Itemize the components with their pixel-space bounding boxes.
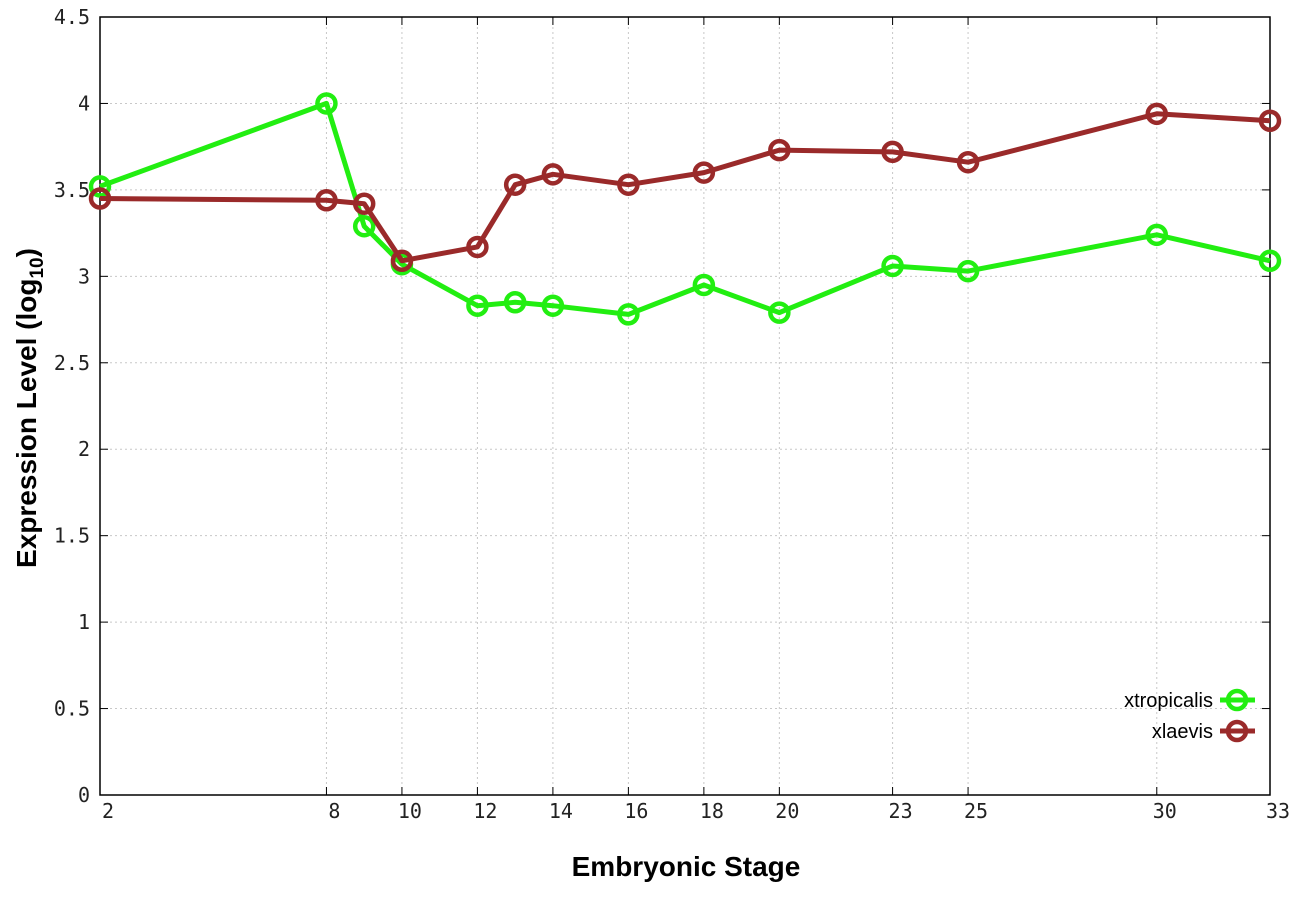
data-point-xlaevis — [88, 187, 112, 210]
legend-swatch-marker — [1225, 719, 1249, 743]
x-tick-label: 14 — [549, 799, 573, 823]
data-point-xlaevis — [390, 249, 414, 273]
data-point-xlaevis — [956, 150, 980, 174]
x-tick-label: 2 — [102, 799, 114, 823]
data-point-xlaevis — [466, 235, 489, 259]
data-point-xtropicalis — [88, 175, 112, 198]
legend-label: xtropicalis — [1124, 690, 1213, 712]
axis-ticks: 0 0.5 1 1.5 2 2.5 3 3.5 4 4.5 2 8 10 12 14 16 18 20 23 25 30… — [54, 5, 1290, 823]
x-tick-label: 25 — [964, 799, 988, 823]
y-tick-label: 2 — [78, 437, 90, 461]
data-point-xlaevis — [541, 163, 565, 186]
data-point-xtropicalis — [1145, 223, 1169, 247]
data-point-xtropicalis — [768, 301, 791, 324]
x-tick-label: 20 — [775, 799, 799, 823]
x-tick-label: 30 — [1153, 799, 1177, 823]
series-line-xlaevis — [99, 111, 1271, 264]
data-point-xlaevis — [1258, 109, 1282, 132]
data-point-xtropicalis — [881, 254, 904, 278]
y-tick-label: 2.5 — [54, 351, 90, 375]
data-point-xtropicalis — [956, 259, 980, 283]
series-line-xtropicalis — [99, 100, 1271, 317]
data-point-xlaevis — [352, 192, 376, 215]
x-tick-label: 18 — [700, 799, 724, 823]
x-tick-label: 8 — [328, 799, 340, 823]
data-point-xtropicalis — [541, 294, 565, 317]
legend-swatch-marker — [1225, 688, 1249, 712]
plot-frame — [99, 16, 1271, 796]
data-point-xtropicalis — [315, 92, 338, 115]
y-axis-title-main: Expression Level (log — [11, 279, 42, 568]
data-point-xtropicalis — [352, 214, 376, 238]
x-tick-label: 10 — [398, 799, 422, 823]
series-xtropicalis — [88, 92, 1282, 326]
y-tick-label: 4 — [78, 91, 90, 115]
y-tick-label: 0 — [78, 783, 90, 807]
x-tick-label: 33 — [1266, 799, 1290, 823]
x-axis-title: Embryonic Stage — [572, 851, 801, 882]
y-tick-label: 1 — [78, 610, 90, 634]
series-xlaevis — [88, 102, 1282, 273]
grid — [100, 17, 1270, 795]
data-point-xlaevis — [1145, 102, 1169, 126]
data-point-xtropicalis — [1258, 249, 1282, 273]
data-point-xlaevis — [617, 173, 640, 196]
y-tick-label: 0.5 — [54, 697, 90, 721]
y-axis-title-close: ) — [11, 248, 42, 257]
data-point-xtropicalis — [503, 291, 527, 314]
legend-label: xlaevis — [1152, 721, 1213, 743]
legend: xtropicalis xlaevis — [1124, 688, 1255, 743]
data-point-xtropicalis — [617, 303, 640, 326]
legend-item-xtropicalis: xtropicalis — [1124, 688, 1255, 712]
data-point-xlaevis — [881, 140, 904, 164]
y-axis-title-subscript: 10 — [27, 257, 48, 278]
data-point-xlaevis — [503, 173, 527, 196]
y-tick-label: 3.5 — [54, 178, 90, 202]
data-point-xtropicalis — [466, 294, 489, 317]
data-point-xtropicalis — [692, 273, 716, 297]
data-point-xlaevis — [768, 138, 791, 162]
x-tick-label: 12 — [473, 799, 497, 823]
y-tick-label: 1.5 — [54, 524, 90, 548]
y-tick-label: 3 — [78, 264, 90, 288]
y-axis-title: Expression Level (log10) — [11, 248, 48, 568]
y-tick-label: 4.5 — [54, 5, 90, 29]
data-point-xlaevis — [692, 161, 716, 184]
x-tick-label: 23 — [889, 799, 913, 823]
legend-item-xlaevis: xlaevis — [1152, 719, 1255, 743]
data-point-xlaevis — [315, 189, 338, 212]
series-layer — [88, 92, 1282, 326]
x-tick-label: 16 — [624, 799, 648, 823]
